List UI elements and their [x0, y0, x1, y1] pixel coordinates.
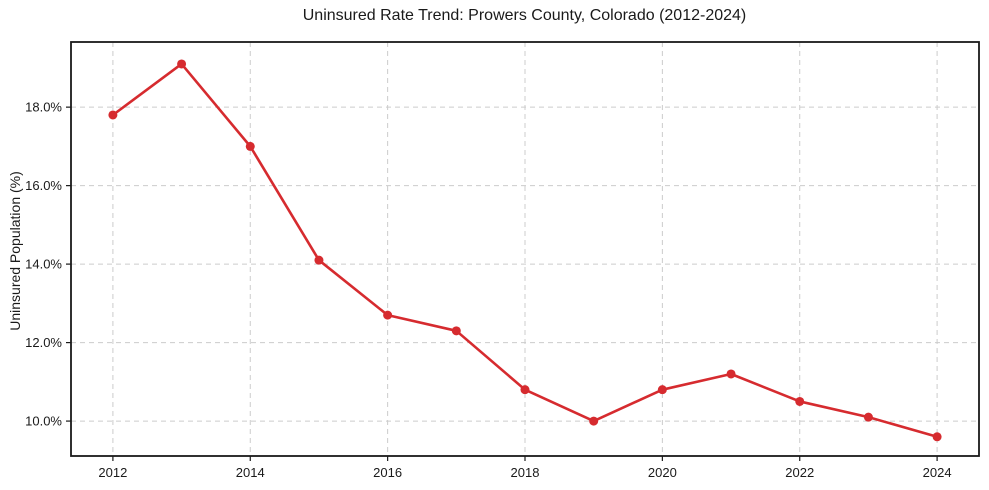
y-tick-label: 16.0%: [25, 178, 62, 193]
x-tick-label: 2012: [98, 465, 127, 480]
data-point-marker: [245, 141, 255, 151]
data-point-marker: [314, 255, 324, 265]
data-point-marker: [657, 385, 667, 395]
tick-labels: 2012 2014 2016 2018 2020 2022 2024 10.0% 12.0% 14…: [25, 100, 951, 480]
y-tick-label: 14.0%: [25, 257, 62, 272]
data-point-marker: [726, 369, 736, 379]
data-point-marker: [177, 59, 187, 69]
data-point-marker: [795, 396, 805, 406]
data-point-marker: [589, 416, 599, 426]
y-tick-label: 10.0%: [25, 414, 62, 429]
x-tick-label: 2018: [511, 465, 540, 480]
x-tick-label: 2014: [236, 465, 265, 480]
data-point-marker: [451, 326, 461, 336]
x-tick-label: 2016: [373, 465, 402, 480]
data-point-marker: [520, 385, 530, 395]
y-tick-label: 18.0%: [25, 100, 62, 115]
x-tick-label: 2024: [923, 465, 952, 480]
tick-marks: [66, 106, 938, 461]
y-tick-label: 12.0%: [25, 335, 62, 350]
x-tick-label: 2022: [785, 465, 814, 480]
data-point-marker: [383, 310, 393, 320]
line-series: [108, 59, 942, 442]
chart-title: Uninsured Rate Trend: Prowers County, Co…: [302, 7, 747, 24]
x-tick-label: 2020: [648, 465, 677, 480]
data-point-marker: [108, 110, 118, 120]
data-point-marker: [932, 432, 942, 442]
grid-lines: [71, 42, 979, 456]
data-point-marker: [863, 412, 873, 422]
